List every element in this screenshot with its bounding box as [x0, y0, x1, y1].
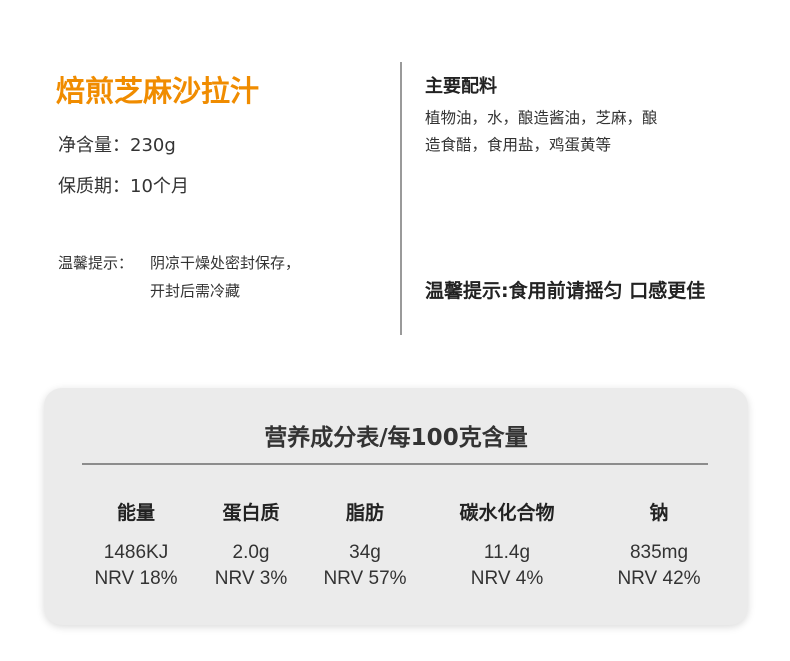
nutrient-nrv: NRV 18%: [94, 568, 178, 589]
nutrient-value: 11.4g: [483, 542, 531, 563]
nutrition-column: 蛋白质 2.0g NRV 3%: [181, 498, 321, 592]
nutrient-value: 1486KJ: [103, 542, 169, 563]
nutrition-column: 碳水化合物 11.4g NRV 4%: [437, 498, 577, 592]
nutrient-nrv: NRV 42%: [617, 568, 701, 589]
vertical-divider: [400, 62, 402, 335]
nutrient-name: 能量: [116, 502, 155, 524]
nutrient-value: 34g: [349, 542, 381, 563]
nutrient-nrv: NRV 57%: [323, 568, 407, 589]
storage-tip-line1: 阴凉干燥处密封保存，: [150, 254, 301, 272]
storage-tip-line2: 开封后需冷藏: [150, 282, 241, 300]
nutrient-name: 钠: [649, 502, 669, 524]
nutrition-panel: 营养成分表/每100克含量 能量 1486KJ NRV 18% 蛋白质 2.0g N…: [44, 388, 748, 625]
shelf-life: 保质期：10个月: [58, 176, 189, 197]
nutrient-value: 2.0g: [232, 542, 270, 563]
nutrient-name: 碳水化合物: [459, 502, 555, 524]
nutrient-value: 835mg: [629, 542, 689, 563]
nutrition-column: 钠 835mg NRV 42%: [589, 498, 729, 592]
nutrition-column: 脂肪 34g NRV 57%: [295, 498, 435, 592]
net-content: 净含量：230g: [58, 135, 176, 156]
nutrient-nrv: NRV 3%: [214, 568, 288, 589]
nutrient-name: 蛋白质: [222, 502, 280, 524]
usage-tip: 温馨提示:食用前请摇匀 口感更佳: [425, 280, 706, 302]
nutrient-nrv: NRV 4%: [470, 568, 544, 589]
nutrition-divider: [82, 463, 708, 465]
nutrient-name: 脂肪: [345, 502, 384, 524]
ingredients-line2: 造食醋，食用盐，鸡蛋黄等: [425, 136, 612, 154]
product-title: 焙煎芝麻沙拉汁: [56, 74, 260, 108]
ingredients-heading: 主要配料: [425, 76, 497, 97]
nutrition-title: 营养成分表/每100克含量: [264, 425, 528, 451]
storage-tip-label: 温馨提示：: [58, 254, 134, 272]
nutrition-column: 能量 1486KJ NRV 18%: [66, 498, 206, 592]
ingredients-line1: 植物油，水，酿造酱油，芝麻，酿: [425, 109, 658, 127]
